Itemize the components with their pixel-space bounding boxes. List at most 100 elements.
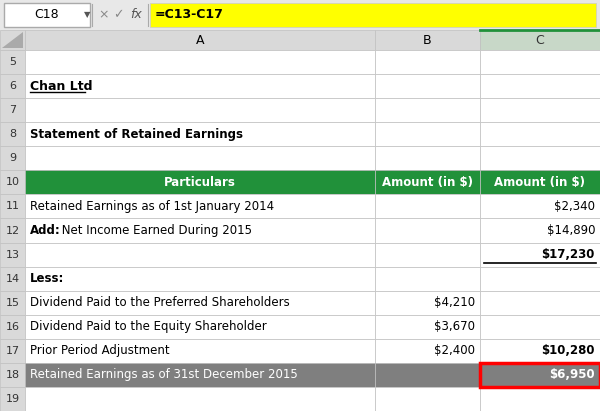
Bar — [480, 363, 600, 387]
Text: 16: 16 — [5, 322, 19, 332]
Text: Less:: Less: — [30, 272, 64, 285]
Bar — [0, 242, 25, 267]
Bar — [0, 50, 25, 74]
Bar — [375, 387, 480, 411]
Bar — [375, 98, 480, 122]
Bar — [480, 315, 600, 339]
Bar — [375, 146, 480, 170]
Bar — [0, 122, 25, 146]
Bar — [480, 387, 600, 411]
Bar — [375, 122, 480, 146]
Bar — [375, 50, 480, 74]
Bar — [0, 387, 25, 411]
Bar — [0, 30, 25, 50]
Bar — [375, 363, 480, 387]
Text: $4,210: $4,210 — [434, 296, 475, 309]
Bar — [375, 291, 480, 315]
Text: 17: 17 — [5, 346, 20, 356]
Bar — [375, 194, 480, 219]
Text: Retained Earnings as of 1st January 2014: Retained Earnings as of 1st January 2014 — [30, 200, 274, 213]
Text: Chan Ltd: Chan Ltd — [30, 80, 92, 92]
Bar — [25, 122, 375, 146]
Bar — [25, 267, 375, 291]
Bar — [0, 315, 25, 339]
Bar — [0, 291, 25, 315]
Bar — [480, 363, 600, 387]
Text: fx: fx — [130, 9, 142, 21]
Bar — [25, 30, 375, 50]
Bar — [480, 170, 600, 194]
Bar — [25, 242, 375, 267]
Bar — [0, 339, 25, 363]
Bar — [480, 242, 600, 267]
Text: $2,400: $2,400 — [434, 344, 475, 357]
Bar — [480, 30, 600, 50]
Text: Retained Earnings as of 31st December 2015: Retained Earnings as of 31st December 20… — [30, 368, 298, 381]
Text: ×: × — [99, 9, 109, 21]
Bar — [25, 219, 375, 242]
Text: 18: 18 — [5, 370, 20, 380]
Bar — [0, 0, 600, 30]
Bar — [375, 315, 480, 339]
Text: Amount (in $): Amount (in $) — [494, 176, 586, 189]
Bar — [25, 50, 375, 74]
Text: 7: 7 — [9, 105, 16, 115]
Bar — [25, 339, 375, 363]
Bar — [480, 98, 600, 122]
Bar — [375, 30, 480, 50]
Bar — [25, 315, 375, 339]
Bar — [25, 170, 375, 194]
Bar — [0, 194, 25, 219]
Bar — [150, 3, 596, 27]
Text: 11: 11 — [5, 201, 19, 211]
Bar — [480, 219, 600, 242]
Bar — [0, 98, 25, 122]
Bar — [480, 267, 600, 291]
Text: 5: 5 — [9, 57, 16, 67]
Text: Amount (in $): Amount (in $) — [382, 176, 473, 189]
Text: $6,950: $6,950 — [550, 368, 595, 381]
Bar — [480, 146, 600, 170]
Bar — [25, 194, 375, 219]
Text: Prior Period Adjustment: Prior Period Adjustment — [30, 344, 170, 357]
Text: Dividend Paid to the Preferred Shareholders: Dividend Paid to the Preferred Sharehold… — [30, 296, 290, 309]
Text: $2,340: $2,340 — [554, 200, 595, 213]
Text: 8: 8 — [9, 129, 16, 139]
Bar — [375, 170, 480, 194]
Text: Particulars: Particulars — [164, 176, 236, 189]
Text: 19: 19 — [5, 394, 20, 404]
Bar — [4, 3, 90, 27]
Bar — [375, 74, 480, 98]
Text: Statement of Retained Earnings: Statement of Retained Earnings — [30, 128, 243, 141]
Text: 6: 6 — [9, 81, 16, 91]
Text: C18: C18 — [35, 9, 59, 21]
Text: 12: 12 — [5, 226, 20, 236]
Text: A: A — [196, 34, 204, 46]
Text: C: C — [536, 34, 544, 46]
Bar — [25, 74, 375, 98]
Text: Add:: Add: — [30, 224, 61, 237]
Bar — [480, 291, 600, 315]
Bar — [480, 74, 600, 98]
Text: 10: 10 — [5, 178, 19, 187]
Bar — [480, 339, 600, 363]
Text: $17,230: $17,230 — [542, 248, 595, 261]
Bar — [0, 219, 25, 242]
Bar — [375, 339, 480, 363]
Bar — [0, 146, 25, 170]
Bar — [375, 267, 480, 291]
Text: 15: 15 — [5, 298, 19, 308]
Text: $3,670: $3,670 — [434, 320, 475, 333]
Bar — [25, 146, 375, 170]
Bar — [480, 194, 600, 219]
Bar — [480, 122, 600, 146]
Bar — [25, 291, 375, 315]
Text: $14,890: $14,890 — [547, 224, 595, 237]
Bar — [0, 267, 25, 291]
Bar — [25, 98, 375, 122]
Bar — [25, 387, 375, 411]
Bar — [0, 363, 25, 387]
Text: ✓: ✓ — [113, 9, 123, 21]
Bar — [375, 242, 480, 267]
Text: =C13-C17: =C13-C17 — [155, 9, 224, 21]
